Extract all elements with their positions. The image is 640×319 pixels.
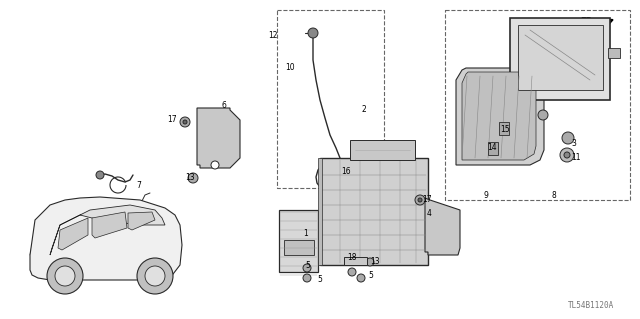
Bar xyxy=(279,210,318,272)
Bar xyxy=(320,158,428,265)
Text: 18: 18 xyxy=(347,253,356,262)
Polygon shape xyxy=(50,205,165,255)
Text: 6: 6 xyxy=(222,100,227,109)
Polygon shape xyxy=(456,68,544,165)
Text: TL54B1120A: TL54B1120A xyxy=(568,301,614,310)
Circle shape xyxy=(183,120,187,124)
Text: 1: 1 xyxy=(303,228,308,238)
Circle shape xyxy=(348,268,356,276)
Bar xyxy=(284,240,314,255)
Polygon shape xyxy=(462,72,536,160)
Circle shape xyxy=(303,274,311,282)
Circle shape xyxy=(145,266,165,286)
Circle shape xyxy=(560,148,574,162)
Text: FR.: FR. xyxy=(580,18,596,26)
Bar xyxy=(510,18,610,100)
Bar xyxy=(277,10,384,188)
Polygon shape xyxy=(58,218,88,250)
Bar xyxy=(518,25,603,90)
Text: 16: 16 xyxy=(341,167,351,176)
Text: 7: 7 xyxy=(136,181,141,189)
Circle shape xyxy=(415,195,425,205)
Text: 17: 17 xyxy=(167,115,177,124)
Circle shape xyxy=(137,258,173,294)
Circle shape xyxy=(357,274,365,282)
Circle shape xyxy=(538,110,548,120)
Circle shape xyxy=(308,28,318,38)
Bar xyxy=(318,158,322,265)
Bar xyxy=(499,122,509,135)
Circle shape xyxy=(564,152,570,158)
Text: 12: 12 xyxy=(269,31,278,40)
Circle shape xyxy=(188,173,198,183)
Text: 3: 3 xyxy=(571,139,576,149)
Circle shape xyxy=(303,264,311,272)
Text: 14: 14 xyxy=(487,143,497,152)
Text: 13: 13 xyxy=(186,174,195,182)
Circle shape xyxy=(96,171,104,179)
Circle shape xyxy=(55,266,75,286)
Text: 15: 15 xyxy=(500,125,509,135)
Circle shape xyxy=(366,258,374,266)
Text: 11: 11 xyxy=(571,152,580,161)
Bar xyxy=(488,142,498,155)
Text: 10: 10 xyxy=(285,63,295,72)
Text: 4: 4 xyxy=(427,209,432,218)
Circle shape xyxy=(47,258,83,294)
Text: 8: 8 xyxy=(552,191,557,201)
Polygon shape xyxy=(128,212,155,230)
Polygon shape xyxy=(425,198,460,255)
Text: 5: 5 xyxy=(317,276,322,285)
Text: 13: 13 xyxy=(370,257,380,266)
Bar xyxy=(608,48,620,58)
Text: 17: 17 xyxy=(422,196,431,204)
Text: 5: 5 xyxy=(305,261,310,270)
Bar xyxy=(344,257,367,265)
Text: 9: 9 xyxy=(484,191,489,201)
Text: 5: 5 xyxy=(368,271,373,279)
Circle shape xyxy=(418,198,422,202)
Circle shape xyxy=(180,117,190,127)
Polygon shape xyxy=(197,108,240,168)
Bar xyxy=(445,10,630,200)
Bar xyxy=(350,140,415,160)
Polygon shape xyxy=(30,197,182,280)
Text: 2: 2 xyxy=(362,106,367,115)
Circle shape xyxy=(211,161,219,169)
Polygon shape xyxy=(92,212,127,238)
Circle shape xyxy=(562,132,574,144)
